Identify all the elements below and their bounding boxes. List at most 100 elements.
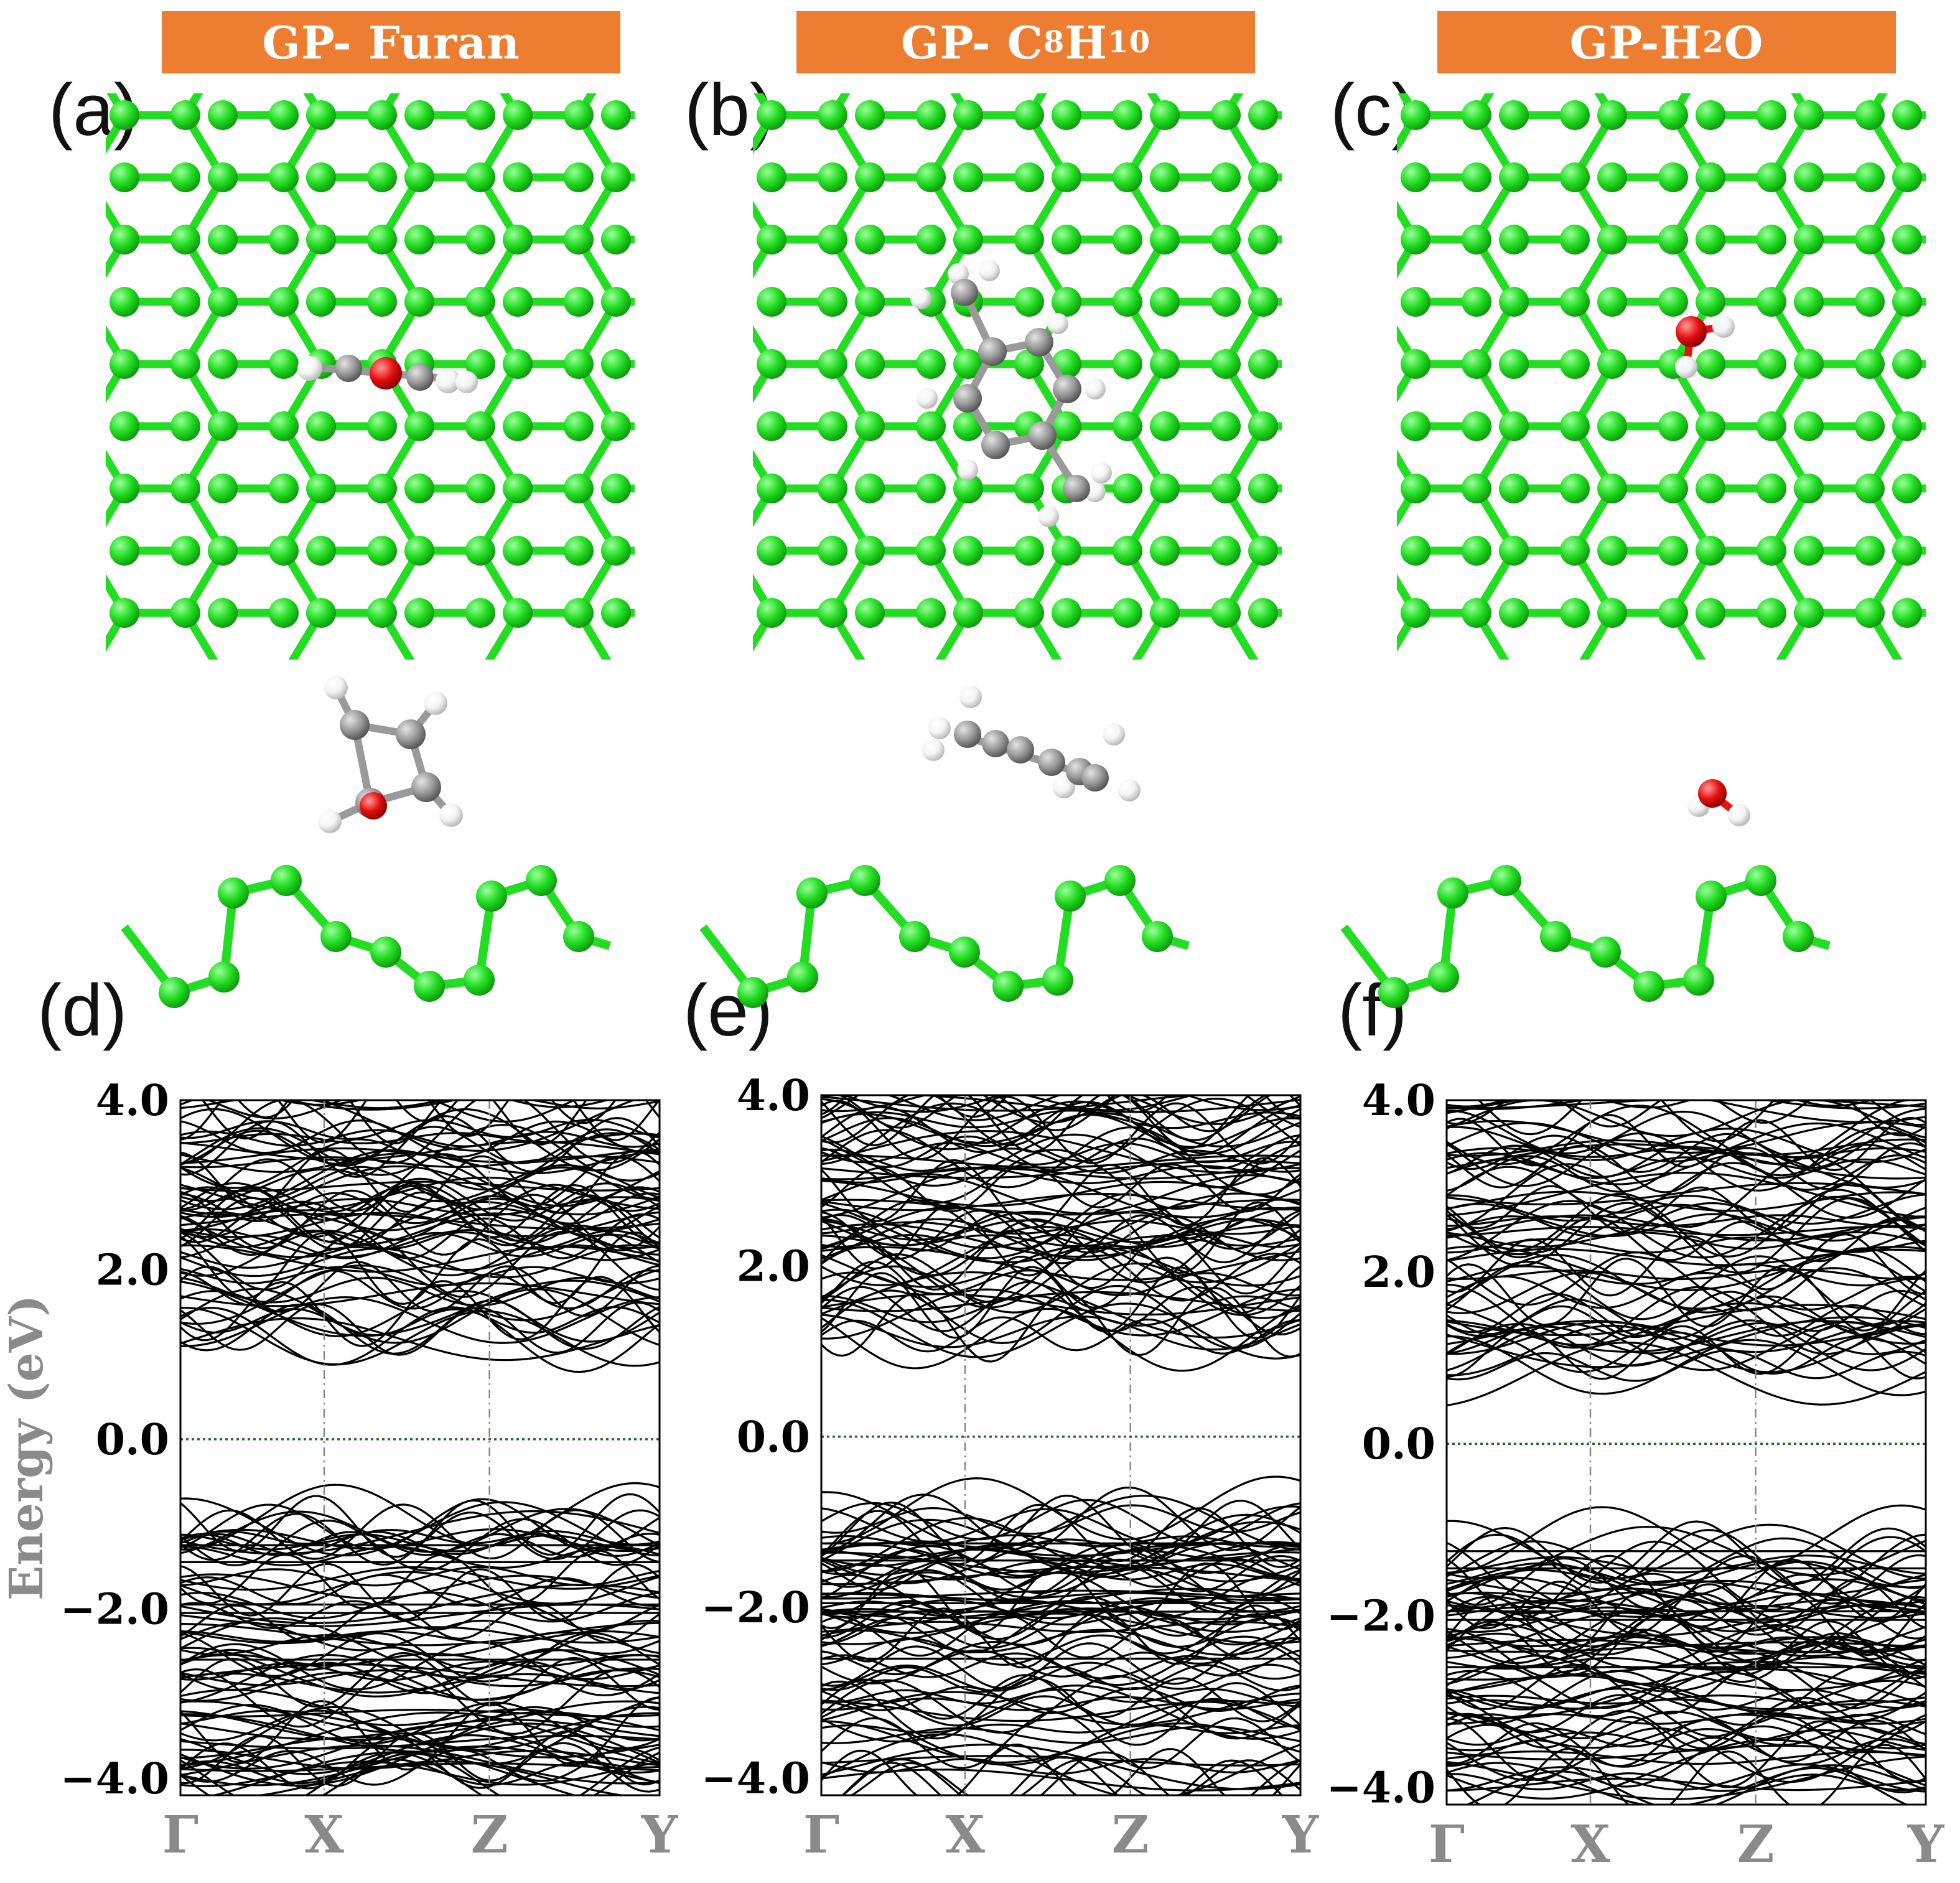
phosphorus-atom <box>1953 722 1960 752</box>
conduction-band <box>821 1294 1300 1327</box>
phosphorus-atom <box>859 660 889 690</box>
phosphorus-atom <box>72 722 102 752</box>
conduction-band <box>821 1209 1300 1264</box>
phosphorus-atom <box>1113 660 1142 690</box>
hydrogen-atom <box>1085 378 1106 399</box>
phosphorus-atom <box>855 349 885 379</box>
hydrogen-atom <box>1728 804 1750 826</box>
phosphorus-atom <box>1346 474 1376 503</box>
p-p-bond <box>480 675 518 737</box>
phosphorus-atom <box>760 660 790 690</box>
phosphorus-atom <box>1794 660 1824 690</box>
conduction-band <box>1447 1190 1926 1212</box>
phosphorus-atom <box>1597 411 1627 441</box>
valence-band <box>1447 1576 1926 1617</box>
conduction-band <box>180 1132 660 1191</box>
phosphorus-atom <box>601 411 631 441</box>
phosphorus-atom <box>269 287 299 317</box>
p-p-bond <box>0 302 26 364</box>
phosphorus-atom <box>1855 162 1885 192</box>
phosphorus-atom <box>1014 349 1044 379</box>
valence-band <box>180 1652 660 1711</box>
phosphorus-atom <box>1462 225 1491 255</box>
valence-band <box>1447 1694 1926 1738</box>
p-p-bond <box>1422 551 1460 613</box>
p-p-bond <box>1619 115 1656 177</box>
phosphorus-atom <box>601 162 631 192</box>
valence-band <box>821 1723 1300 1734</box>
valence-band <box>821 1691 1300 1726</box>
valence-band <box>180 1708 660 1728</box>
p-p-bond <box>1127 800 1165 862</box>
conduction-band <box>180 1166 660 1205</box>
phosphorus-atom <box>465 287 495 317</box>
phosphorus-atom <box>855 162 885 192</box>
conduction-band <box>1447 1100 1926 1110</box>
p-p-bond <box>1324 426 1361 488</box>
phosphorus-atom <box>1204 38 1234 68</box>
phosphorus-atom <box>72 162 102 192</box>
phosphorus-atom <box>1113 536 1142 566</box>
phosphorus-atom <box>110 411 139 441</box>
phosphorus-atom <box>1794 536 1824 566</box>
phosphorus-atom <box>1892 349 1922 379</box>
ytick-label: 2.0 <box>96 1245 169 1295</box>
conduction-band <box>180 1230 660 1298</box>
oxygen-atom <box>1676 316 1707 347</box>
phosphorus-atom <box>1633 971 1664 1002</box>
conduction-band <box>282 1100 460 1111</box>
p-p-bond <box>1619 302 1656 364</box>
p-p-bond <box>677 0 714 53</box>
valence-band <box>821 1695 1300 1729</box>
phosphorus-atom <box>658 349 688 379</box>
conduction-band <box>821 1218 1300 1284</box>
p-p-bond <box>1422 115 1460 177</box>
conduction-band <box>821 1192 1300 1264</box>
phosphorus-atom <box>11 474 41 503</box>
valence-band <box>821 1612 1300 1660</box>
phosphorus-atom <box>1590 937 1621 968</box>
phosphorus-atom <box>658 287 688 317</box>
conduction-band <box>180 1306 660 1373</box>
ytick-label: 0.0 <box>737 1413 810 1462</box>
phosphorus-atom <box>1150 100 1180 130</box>
valence-band <box>1447 1554 1926 1575</box>
phosphorus-atom <box>0 785 4 815</box>
phosphorus-atom <box>662 38 692 68</box>
phosphorus-atom <box>1855 598 1885 628</box>
phosphorus-atom <box>465 225 495 255</box>
valence-band <box>1447 1711 1926 1725</box>
hydrogen-atom <box>1712 315 1735 338</box>
p-p-bond <box>636 53 673 115</box>
phosphorus-atom <box>859 785 889 815</box>
p-p-bond <box>1422 240 1460 302</box>
p-p-bond <box>1029 675 1066 737</box>
carbon-atom <box>335 355 362 382</box>
phosphorus-atom <box>1302 287 1332 317</box>
phosphorus-atom <box>503 38 533 68</box>
phosphorus-atom <box>757 474 786 503</box>
phosphorus-atom <box>1499 598 1529 628</box>
phosphorus-atom <box>1658 225 1688 255</box>
phosphorus-atom <box>662 162 692 192</box>
phosphorus-atom <box>601 536 631 566</box>
plot-frame <box>820 1094 1302 1797</box>
phosphorus-atom <box>404 225 434 255</box>
p-p-bond <box>1422 364 1460 426</box>
p-p-bond <box>0 426 26 488</box>
phosphorus-atom <box>1953 287 1960 317</box>
phosphorus-atom <box>818 100 847 130</box>
conduction-band <box>180 1118 660 1140</box>
phosphorus-atom <box>110 287 139 317</box>
phosphorus-atom <box>1560 100 1590 130</box>
phosphorus-atom <box>953 474 983 503</box>
phosphorus-atom <box>1757 411 1786 441</box>
phosphorus-atom <box>1696 287 1725 317</box>
furan-side-molecule <box>318 676 463 833</box>
phosphorus-atom <box>760 785 790 815</box>
conduction-band <box>180 1230 660 1250</box>
valence-band <box>1447 1605 1926 1619</box>
phosphorus-atom <box>1014 474 1044 503</box>
p-p-bond <box>734 737 772 800</box>
